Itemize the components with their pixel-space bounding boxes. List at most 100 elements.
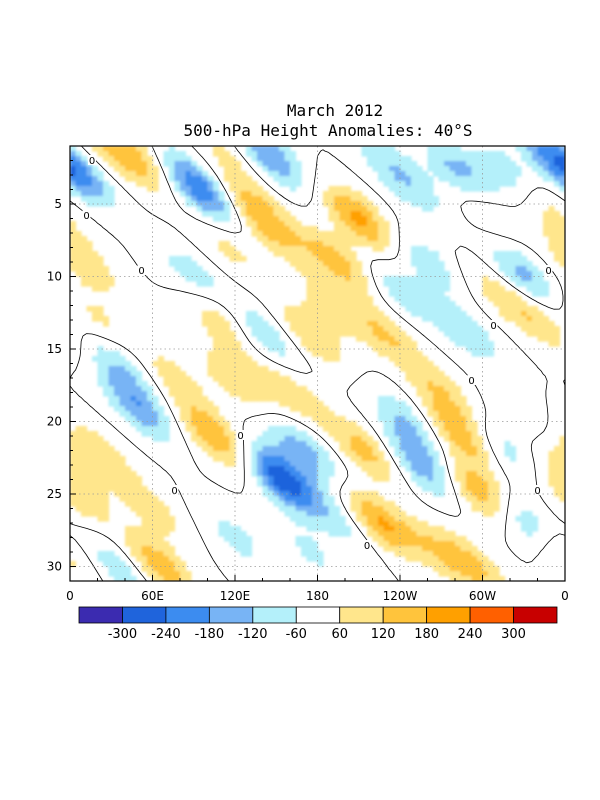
field-cell [108, 566, 115, 572]
field-cell [240, 361, 247, 367]
field-cell [75, 186, 82, 192]
field-cell [295, 541, 302, 547]
field-cell [422, 196, 429, 202]
field-cell [482, 461, 489, 467]
field-cell [449, 556, 456, 562]
field-cell [323, 416, 330, 422]
field-cell [224, 161, 231, 167]
field-cell [334, 531, 341, 537]
field-cell [262, 481, 269, 487]
field-cell [416, 186, 423, 192]
field-cell [422, 356, 429, 362]
field-cell [262, 196, 269, 202]
field-cell [257, 436, 264, 442]
field-cell [218, 421, 225, 427]
field-cell [97, 361, 104, 367]
field-cell [400, 296, 407, 302]
field-cell [482, 451, 489, 457]
field-cell [218, 416, 225, 422]
field-cell [482, 176, 489, 182]
field-cell [218, 316, 225, 322]
field-cell [339, 261, 346, 267]
field-cell [108, 391, 115, 397]
field-cell [554, 486, 561, 492]
field-cell [422, 266, 429, 272]
field-cell [207, 181, 214, 187]
field-cell [273, 166, 280, 172]
field-cell [532, 151, 539, 157]
field-cell [411, 356, 418, 362]
field-cell [218, 366, 225, 372]
field-cell [515, 266, 522, 272]
field-cell [213, 186, 220, 192]
field-cell [367, 326, 374, 332]
field-cell [246, 191, 253, 197]
field-cell [196, 421, 203, 427]
field-cell [427, 316, 434, 322]
field-cell [312, 456, 319, 462]
field-cell [229, 361, 236, 367]
field-cell [70, 146, 77, 152]
field-cell [433, 146, 440, 152]
field-cell [240, 536, 247, 542]
field-cell [246, 381, 253, 387]
field-cell [383, 336, 390, 342]
field-cell [81, 251, 88, 257]
field-cell [361, 516, 368, 522]
field-cell [273, 441, 280, 447]
field-cell [477, 181, 484, 187]
field-cell [323, 471, 330, 477]
field-cell [306, 326, 313, 332]
field-cell [246, 551, 253, 557]
field-cell [334, 256, 341, 262]
field-cell [92, 276, 99, 282]
field-cell [152, 551, 159, 557]
field-cell [383, 466, 390, 472]
field-cell [361, 331, 368, 337]
field-cell [394, 521, 401, 527]
field-cell [554, 166, 561, 172]
field-cell [499, 286, 506, 292]
field-cell [345, 206, 352, 212]
field-cell [345, 441, 352, 447]
field-cell [460, 486, 467, 492]
field-cell [383, 526, 390, 532]
field-cell [449, 386, 456, 392]
field-cell [185, 256, 192, 262]
field-cell [312, 306, 319, 312]
field-cell [284, 386, 291, 392]
field-cell [455, 441, 462, 447]
field-cell [378, 241, 385, 247]
field-cell [92, 166, 99, 172]
field-cell [312, 516, 319, 522]
field-cell [306, 336, 313, 342]
field-cell [97, 196, 104, 202]
field-cell [185, 411, 192, 417]
field-cell [488, 151, 495, 157]
field-cell [427, 166, 434, 172]
field-cell [207, 321, 214, 327]
field-cell [262, 216, 269, 222]
field-cell [427, 391, 434, 397]
field-cell [284, 156, 291, 162]
field-cell [295, 266, 302, 272]
field-cell [284, 181, 291, 187]
field-cell [328, 426, 335, 432]
field-cell [339, 296, 346, 302]
field-cell [383, 346, 390, 352]
field-cell [405, 351, 412, 357]
field-cell [125, 406, 132, 412]
field-cell [499, 576, 506, 581]
field-cell [218, 381, 225, 387]
field-cell [526, 151, 533, 157]
field-cell [422, 401, 429, 407]
field-cell [218, 246, 225, 252]
field-cell [383, 541, 390, 547]
field-cell [416, 436, 423, 442]
field-cell [356, 426, 363, 432]
field-cell [422, 446, 429, 452]
field-cell [246, 541, 253, 547]
field-cell [218, 521, 225, 527]
field-cell [554, 476, 561, 482]
field-cell [290, 251, 297, 257]
